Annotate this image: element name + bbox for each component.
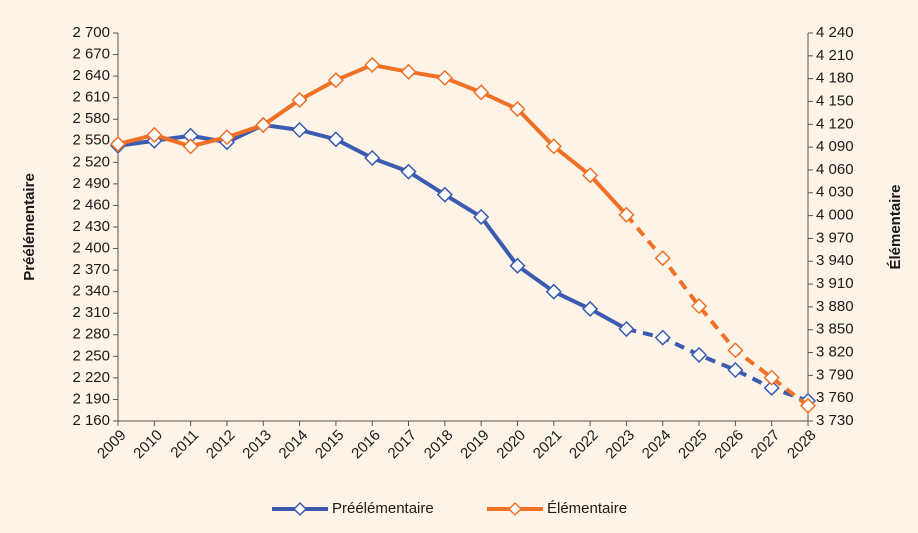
y-tick-label: 2 670 xyxy=(72,46,110,63)
data-point xyxy=(690,346,708,363)
data-point xyxy=(799,397,817,414)
y-tick-label: 2 280 xyxy=(72,326,110,343)
y2-tick-label: 4 180 xyxy=(816,70,854,87)
y2-tick-label: 4 120 xyxy=(816,115,854,132)
y-tick-label: 2 430 xyxy=(72,218,110,235)
data-point xyxy=(690,298,708,315)
y2-tick-label: 4 150 xyxy=(816,92,854,109)
projection-line xyxy=(624,213,810,408)
data-point xyxy=(327,72,344,89)
data-point xyxy=(255,116,272,134)
data-point xyxy=(545,138,562,155)
data-point xyxy=(654,250,671,267)
y2-tick-label: 4 000 xyxy=(816,207,854,224)
y-tick-label: 2 190 xyxy=(72,390,110,407)
y-tick-label: 2 370 xyxy=(72,261,110,278)
y2-tick-label: 3 790 xyxy=(816,366,854,383)
y-tick-label: 2 220 xyxy=(72,369,110,386)
data-point xyxy=(400,163,417,180)
y-tick-label: 2 160 xyxy=(72,412,110,429)
legend-label: Élémentaire xyxy=(547,500,627,517)
y2-tick-label: 3 940 xyxy=(816,252,854,269)
legend-marker xyxy=(292,501,308,517)
y2-tick-label: 4 210 xyxy=(816,47,854,64)
data-point xyxy=(618,320,635,338)
data-point xyxy=(327,131,344,148)
y-tick-label: 2 250 xyxy=(72,347,110,364)
data-point xyxy=(182,138,199,155)
data-point xyxy=(109,136,127,153)
data-point xyxy=(473,84,490,101)
y2-tick-label: 4 060 xyxy=(816,161,854,178)
y2-tick-label: 4 240 xyxy=(816,24,854,41)
y2-tick-label: 4 090 xyxy=(816,138,854,155)
data-point xyxy=(618,206,635,223)
legend-marker xyxy=(507,501,523,517)
data-point xyxy=(654,329,671,346)
y-tick-label: 2 460 xyxy=(72,196,110,213)
data-point xyxy=(436,186,453,203)
data-point xyxy=(364,149,381,167)
data-point xyxy=(763,379,780,397)
data-point xyxy=(582,167,599,184)
y2-tick-label: 4 030 xyxy=(816,184,854,201)
legend-label: Préélémentaire xyxy=(332,500,434,517)
data-point xyxy=(364,56,381,74)
data-point xyxy=(436,69,453,86)
y2-tick-label: 3 970 xyxy=(816,229,854,246)
data-point xyxy=(763,369,780,386)
y-tick-label: 2 520 xyxy=(72,153,110,170)
data-point xyxy=(146,126,163,144)
data-point xyxy=(218,129,236,146)
y-tick-label: 2 340 xyxy=(72,283,110,300)
y2-tick-label: 3 910 xyxy=(816,275,854,292)
y-tick-label: 2 310 xyxy=(72,304,110,321)
y-tick-label: 2 400 xyxy=(72,240,110,257)
data-point xyxy=(727,342,744,359)
y-tick-label: 2 610 xyxy=(72,89,110,106)
y-tick-label: 2 550 xyxy=(72,132,110,149)
data-point xyxy=(727,361,744,379)
data-point xyxy=(400,63,417,80)
y-tick-label: 2 490 xyxy=(72,175,110,192)
y-tick-label: 2 640 xyxy=(72,67,110,84)
y-tick-label: 2 700 xyxy=(72,24,110,41)
data-point xyxy=(473,208,490,226)
y-tick-label: 2 580 xyxy=(72,110,110,127)
y2-tick-label: 3 760 xyxy=(816,389,854,406)
data-point xyxy=(582,300,599,317)
data-point xyxy=(545,283,562,300)
y2-tick-label: 3 880 xyxy=(816,298,854,315)
y2-tick-label: 3 850 xyxy=(816,321,854,338)
data-point xyxy=(291,121,308,139)
data-point xyxy=(509,101,526,118)
y2-axis-title: Élémentaire xyxy=(887,184,904,269)
data-point xyxy=(291,91,308,109)
y2-tick-label: 3 730 xyxy=(816,412,854,429)
data-point xyxy=(509,257,526,274)
y2-tick-label: 3 820 xyxy=(816,343,854,360)
y-axis-title: Préélémentaire xyxy=(21,173,38,281)
